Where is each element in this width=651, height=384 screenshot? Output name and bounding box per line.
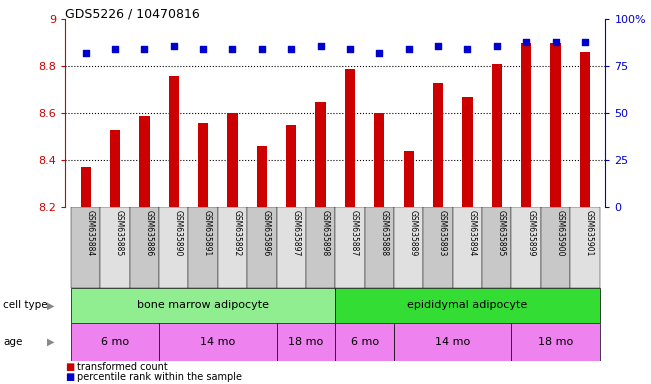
Point — [579, 39, 590, 45]
Bar — [159, 323, 277, 361]
Text: GSM635888: GSM635888 — [380, 210, 388, 256]
Bar — [452, 207, 482, 288]
Bar — [394, 323, 512, 361]
Bar — [394, 207, 423, 288]
Text: age: age — [3, 337, 23, 347]
Bar — [169, 76, 179, 207]
Bar — [374, 113, 385, 207]
Bar — [512, 323, 600, 361]
Text: GSM635897: GSM635897 — [291, 210, 300, 256]
Text: ▶: ▶ — [47, 300, 55, 310]
Bar — [550, 43, 561, 207]
Bar — [71, 288, 335, 323]
Text: GSM635896: GSM635896 — [262, 210, 271, 256]
Point — [374, 50, 385, 56]
Bar — [188, 207, 218, 288]
Point — [345, 46, 355, 52]
Bar — [286, 125, 296, 207]
Bar — [71, 207, 100, 288]
Point — [521, 39, 531, 45]
Text: GSM635901: GSM635901 — [585, 210, 594, 256]
Text: GSM635891: GSM635891 — [203, 210, 212, 256]
Text: GDS5226 / 10470816: GDS5226 / 10470816 — [65, 8, 200, 21]
Text: cell type: cell type — [3, 300, 48, 310]
Point — [404, 46, 414, 52]
Text: percentile rank within the sample: percentile rank within the sample — [77, 372, 242, 382]
Bar — [130, 207, 159, 288]
Text: GSM635887: GSM635887 — [350, 210, 359, 256]
Text: GSM635894: GSM635894 — [467, 210, 477, 256]
Point — [139, 46, 150, 52]
Bar — [306, 207, 335, 288]
Bar — [316, 101, 326, 207]
Bar — [404, 151, 414, 207]
Text: GSM635884: GSM635884 — [86, 210, 94, 256]
Text: 14 mo: 14 mo — [200, 337, 236, 347]
Bar — [277, 323, 335, 361]
Bar — [365, 207, 394, 288]
Text: GSM635893: GSM635893 — [438, 210, 447, 256]
Text: GSM635898: GSM635898 — [320, 210, 329, 256]
Text: GSM635886: GSM635886 — [145, 210, 154, 256]
Point — [256, 46, 267, 52]
Text: ▶: ▶ — [47, 337, 55, 347]
Point — [169, 43, 179, 49]
Bar — [462, 97, 473, 207]
Bar — [433, 83, 443, 207]
Bar — [256, 146, 267, 207]
Bar — [541, 207, 570, 288]
Point — [462, 46, 473, 52]
Bar — [100, 207, 130, 288]
Point — [110, 46, 120, 52]
Bar — [139, 116, 150, 207]
Text: bone marrow adipocyte: bone marrow adipocyte — [137, 300, 269, 310]
Bar — [570, 207, 600, 288]
Text: GSM635889: GSM635889 — [409, 210, 418, 256]
Text: transformed count: transformed count — [77, 362, 167, 372]
Point — [81, 50, 91, 56]
Text: GSM635899: GSM635899 — [526, 210, 535, 256]
Point — [550, 39, 561, 45]
Text: ■: ■ — [65, 372, 74, 382]
Text: ■: ■ — [65, 362, 74, 372]
Text: GSM635892: GSM635892 — [232, 210, 242, 256]
Text: GSM635895: GSM635895 — [497, 210, 506, 256]
Bar — [335, 288, 600, 323]
Text: 14 mo: 14 mo — [435, 337, 471, 347]
Bar — [335, 207, 365, 288]
Bar — [110, 130, 120, 207]
Text: 18 mo: 18 mo — [288, 337, 324, 347]
Bar — [492, 64, 502, 207]
Text: epididymal adipocyte: epididymal adipocyte — [408, 300, 527, 310]
Bar — [218, 207, 247, 288]
Bar — [71, 323, 159, 361]
Bar — [277, 207, 306, 288]
Text: 18 mo: 18 mo — [538, 337, 573, 347]
Bar — [345, 69, 355, 207]
Text: 6 mo: 6 mo — [101, 337, 129, 347]
Text: GSM635900: GSM635900 — [555, 210, 564, 256]
Bar — [247, 207, 277, 288]
Bar — [227, 113, 238, 207]
Bar — [335, 323, 394, 361]
Bar — [423, 207, 452, 288]
Bar — [521, 43, 531, 207]
Bar — [580, 52, 590, 207]
Point — [433, 43, 443, 49]
Text: GSM635885: GSM635885 — [115, 210, 124, 256]
Bar — [81, 167, 90, 207]
Point — [315, 43, 326, 49]
Bar — [482, 207, 512, 288]
Bar — [198, 122, 208, 207]
Text: 6 mo: 6 mo — [351, 337, 379, 347]
Point — [198, 46, 208, 52]
Point — [286, 46, 296, 52]
Bar — [512, 207, 541, 288]
Bar — [159, 207, 188, 288]
Point — [492, 43, 502, 49]
Point — [227, 46, 238, 52]
Text: GSM635890: GSM635890 — [174, 210, 183, 256]
